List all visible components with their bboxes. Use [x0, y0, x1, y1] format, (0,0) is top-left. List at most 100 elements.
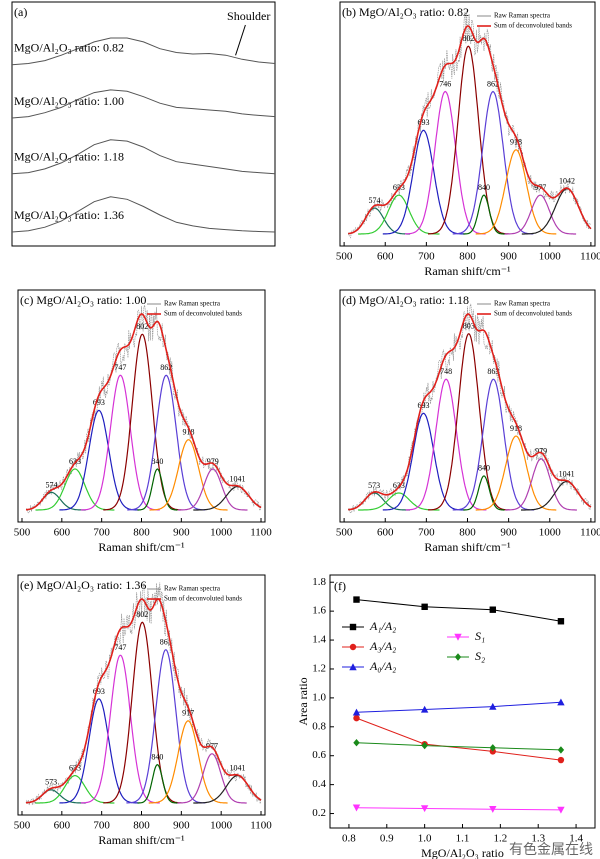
panel-title: (e) MgO/Al₂O₃ ratio: 1.36 [20, 578, 146, 592]
spectrum-line [11, 196, 276, 233]
x-tick-label: 1.0 [418, 833, 432, 845]
panel-title: (f) [334, 579, 346, 593]
band-label: 747 [114, 363, 126, 372]
x-tick-label: 1000 [539, 527, 562, 539]
x-axis-title: Raman shift/cm⁻¹ [424, 540, 511, 554]
band-curve [463, 475, 505, 511]
x-axis-title: MgO/Al₂O₃ ratio [421, 846, 504, 859]
x-tick-label: 600 [54, 820, 71, 832]
band-curve [428, 333, 510, 511]
band-label: 840 [478, 183, 490, 192]
x-tick-label: 500 [14, 820, 31, 832]
x-tick-label: 900 [500, 527, 517, 539]
y-tick-label: 1.0 [312, 691, 326, 703]
marker [489, 806, 497, 813]
band-label: 840 [151, 752, 163, 761]
y-tick-label: 1.8 [312, 576, 326, 588]
band-label: 748 [440, 367, 452, 376]
marker [421, 741, 428, 750]
raw-spectrum [25, 304, 262, 514]
band-curve [177, 753, 247, 804]
legend-label: Raw Raman spectra [164, 300, 221, 308]
x-tick-label: 800 [133, 527, 150, 539]
series-line [356, 807, 561, 811]
marker [352, 708, 361, 716]
x-tick-label: 800 [459, 251, 476, 263]
marker [353, 739, 360, 747]
legend-label: Sum of deconvoluted bands [164, 310, 242, 318]
spectrum-line [11, 89, 276, 119]
x-tick-label: 600 [54, 527, 71, 539]
legend-marker [454, 633, 462, 641]
legend-label: A₃/A₂ [369, 639, 396, 653]
x-tick-label: 1100 [580, 251, 600, 263]
x-tick-label: 700 [93, 820, 110, 832]
x-tick-label: 1000 [210, 527, 233, 539]
sum-curve [348, 25, 592, 235]
band-label: 574 [45, 480, 57, 489]
band-label: 747 [114, 643, 126, 652]
band-label: 1041 [230, 763, 246, 772]
band-label: 633 [69, 457, 81, 466]
band-curve [382, 129, 465, 235]
band-curve [126, 649, 206, 804]
annotation: Shoulder [227, 9, 270, 23]
spectrum-line [11, 139, 276, 175]
band-curve [80, 654, 160, 804]
spectrum-label: MgO/Al₂O₃ ratio: 0.82 [14, 40, 124, 54]
band-curve [178, 468, 248, 511]
sum-curve [26, 313, 262, 511]
y-tick-label: 0.4 [312, 778, 326, 790]
band-label: 1042 [559, 176, 575, 185]
sum-curve [348, 313, 592, 511]
legend-marker [454, 653, 462, 661]
band-label: 633 [393, 481, 405, 490]
band-curve [505, 458, 577, 511]
legend-label: A₀/A₂ [369, 659, 396, 673]
band-label: 862 [487, 79, 499, 88]
band-curve [475, 149, 557, 235]
band-label: 917 [182, 709, 194, 718]
panel-title: (d) MgO/Al₂O₃ ratio: 1.18 [342, 293, 469, 307]
band-curve [428, 45, 509, 235]
plot-frame [329, 574, 596, 829]
y-tick-label: 1.2 [312, 663, 326, 675]
marker [353, 596, 360, 603]
x-axis-title: Raman shift/cm⁻¹ [98, 540, 185, 554]
band-label: 802 [136, 322, 148, 331]
legend-label: Raw Raman spectra [164, 585, 221, 593]
band-label: 802 [136, 610, 148, 619]
band-curve [137, 468, 178, 511]
band-label: 573 [368, 481, 380, 490]
marker [489, 702, 497, 710]
panel-title: (c) MgO/Al₂O₃ ratio: 1.00 [20, 293, 146, 307]
band-curve [463, 194, 505, 235]
band-curve [35, 775, 115, 804]
raw-spectrum [25, 582, 262, 806]
x-tick-label: 0.8 [342, 833, 356, 845]
band-label: 693 [417, 401, 429, 410]
band-curve [452, 90, 534, 235]
band-curve [103, 621, 182, 804]
band-label: 803 [463, 322, 475, 331]
x-tick-label: 1000 [539, 251, 562, 263]
x-tick-label: 1100 [250, 527, 272, 539]
raw-spectrum [348, 303, 592, 513]
legend-label: Sum of deconvoluted bands [164, 595, 242, 603]
series-line [356, 717, 561, 761]
marker [353, 714, 360, 722]
band-curve [405, 90, 486, 235]
band-curve [358, 492, 440, 511]
band-curve [103, 333, 182, 511]
band-label: 802 [462, 34, 474, 43]
band-label: 746 [439, 79, 451, 88]
marker [489, 606, 496, 613]
band-curve [504, 194, 577, 235]
spectrum-label: MgO/Al₂O₃ ratio: 1.36 [14, 208, 124, 222]
band-label: 979 [535, 447, 547, 456]
x-tick-label: 1.2 [493, 833, 507, 845]
marker [557, 618, 565, 625]
series-line [356, 599, 561, 622]
series-line [356, 701, 561, 713]
marker [557, 806, 565, 814]
